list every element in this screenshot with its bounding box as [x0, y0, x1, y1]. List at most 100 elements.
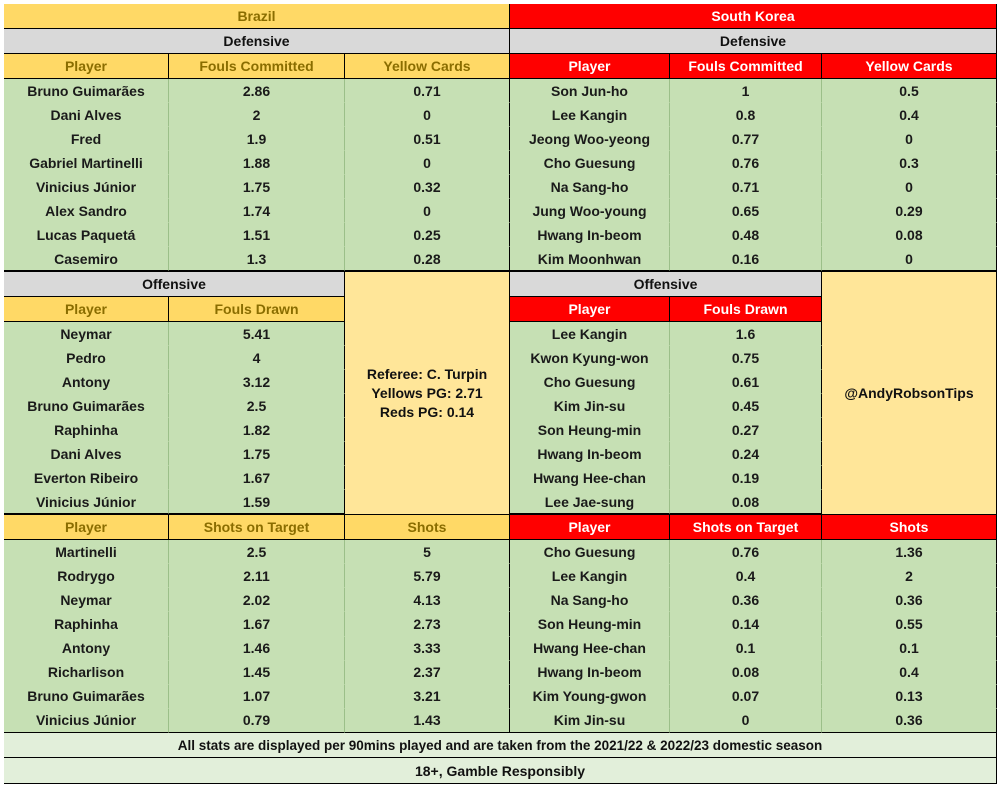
brazil-defensive-row-2-col-2: 0.51 [345, 127, 510, 151]
brazil-shots-row-4-col-0: Antony [4, 636, 169, 661]
brazil-defensive-row-1-col-2: 0 [345, 103, 510, 127]
korea-shots-row-2-col-0: Na Sang-ho [510, 588, 670, 613]
korea-shots-row-1-col-2: 2 [822, 564, 997, 589]
brazil-defensive-row-7-col-1: 1.3 [169, 247, 345, 271]
korea-shots-row-2-col-1: 0.36 [670, 588, 822, 613]
twitter-handle: @AndyRobsonTips [822, 272, 997, 515]
brazil-offensive-row-1-col-0: Pedro [4, 346, 169, 370]
brazil-shots-row-3-col-0: Raphinha [4, 612, 169, 637]
korea-offensive-row-4-col-0: Son Heung-min [510, 418, 670, 442]
korea-offensive-row-0-col-0: Lee Kangin [510, 322, 670, 346]
korea-defensive-row-4-col-1: 0.71 [670, 175, 822, 199]
brazil-shots-row-6-col-0: Bruno Guimarães [4, 684, 169, 709]
brazil-defensive-label: Defensive [4, 29, 510, 54]
korea-offensive-row-5-col-0: Hwang In-beom [510, 442, 670, 466]
korea-defensive-row-7-col-2: 0 [822, 247, 997, 271]
korea-defensive-row-3-col-2: 0.3 [822, 151, 997, 175]
korea-offensive-label: Offensive [510, 272, 822, 297]
brazil-defensive-header-1: Fouls Committed [169, 54, 345, 79]
korea-shots-row-4-col-1: 0.1 [670, 636, 822, 661]
korea-defensive-row-5-col-1: 0.65 [670, 199, 822, 223]
korea-defensive-header-0: Player [510, 54, 670, 79]
korea-shots-header-2: Shots [822, 515, 997, 540]
brazil-defensive-row-4-col-1: 1.75 [169, 175, 345, 199]
korea-defensive-row-3-col-1: 0.76 [670, 151, 822, 175]
korea-shots-row-6-col-1: 0.07 [670, 684, 822, 709]
korea-defensive-row-3-col-0: Cho Guesung [510, 151, 670, 175]
korea-offensive-row-1-col-0: Kwon Kyung-won [510, 346, 670, 370]
korea-shots-row-4-col-2: 0.1 [822, 636, 997, 661]
korea-defensive-row-7-col-1: 0.16 [670, 247, 822, 271]
korea-offensive-row-1-col-1: 0.75 [670, 346, 822, 370]
korea-defensive-row-5-col-2: 0.29 [822, 199, 997, 223]
brazil-defensive-header-0: Player [4, 54, 169, 79]
korea-offensive-row-2-col-0: Cho Guesung [510, 370, 670, 394]
brazil-defensive-row-5-col-2: 0 [345, 199, 510, 223]
korea-shots-row-3-col-2: 0.55 [822, 612, 997, 637]
korea-defensive-row-0-col-1: 1 [670, 79, 822, 103]
brazil-defensive-row-1-col-1: 2 [169, 103, 345, 127]
brazil-defensive-row-3-col-2: 0 [345, 151, 510, 175]
korea-shots-row-0-col-0: Cho Guesung [510, 540, 670, 565]
brazil-shots-row-1-col-0: Rodrygo [4, 564, 169, 589]
korea-offensive-row-7-col-1: 0.08 [670, 490, 822, 514]
korea-shots-row-5-col-2: 0.4 [822, 660, 997, 685]
brazil-defensive-row-3-col-0: Gabriel Martinelli [4, 151, 169, 175]
brazil-shots-row-1-col-1: 2.11 [169, 564, 345, 589]
korea-shots-row-4-col-0: Hwang Hee-chan [510, 636, 670, 661]
korea-defensive-row-2-col-1: 0.77 [670, 127, 822, 151]
brazil-shots-row-4-col-2: 3.33 [345, 636, 510, 661]
brazil-offensive-label: Offensive [4, 272, 345, 297]
footer-disclaimer: 18+, Gamble Responsibly [4, 758, 997, 784]
korea-shots-row-0-col-2: 1.36 [822, 540, 997, 565]
korea-offensive-row-4-col-1: 0.27 [670, 418, 822, 442]
brazil-offensive-row-5-col-0: Dani Alves [4, 442, 169, 466]
korea-shots-row-7-col-1: 0 [670, 708, 822, 733]
brazil-shots-row-5-col-2: 2.37 [345, 660, 510, 685]
korea-defensive-row-5-col-0: Jung Woo-young [510, 199, 670, 223]
brazil-defensive-row-0-col-2: 0.71 [345, 79, 510, 103]
brazil-offensive-row-6-col-1: 1.67 [169, 466, 345, 490]
brazil-shots-header-0: Player [4, 515, 169, 540]
korea-defensive-row-4-col-0: Na Sang-ho [510, 175, 670, 199]
brazil-offensive-row-3-col-0: Bruno Guimarães [4, 394, 169, 418]
brazil-shots-row-3-col-2: 2.73 [345, 612, 510, 637]
korea-title: South Korea [510, 4, 997, 29]
korea-shots-row-3-col-1: 0.14 [670, 612, 822, 637]
korea-shots-row-7-col-0: Kim Jin-su [510, 708, 670, 733]
brazil-shots-row-7-col-1: 0.79 [169, 708, 345, 733]
brazil-offensive-row-3-col-1: 2.5 [169, 394, 345, 418]
korea-shots-row-0-col-1: 0.76 [670, 540, 822, 565]
brazil-shots-row-7-col-0: Vinicius Júnior [4, 708, 169, 733]
brazil-defensive-row-5-col-1: 1.74 [169, 199, 345, 223]
brazil-defensive-header-2: Yellow Cards [345, 54, 510, 79]
brazil-defensive-row-0-col-0: Bruno Guimarães [4, 79, 169, 103]
korea-shots-row-6-col-2: 0.13 [822, 684, 997, 709]
korea-defensive-row-0-col-0: Son Jun-ho [510, 79, 670, 103]
brazil-offensive-row-2-col-0: Antony [4, 370, 169, 394]
korea-defensive-label: Defensive [510, 29, 997, 54]
korea-defensive-row-6-col-2: 0.08 [822, 223, 997, 247]
korea-offensive-row-6-col-1: 0.19 [670, 466, 822, 490]
korea-shots-row-1-col-1: 0.4 [670, 564, 822, 589]
korea-defensive-header-1: Fouls Committed [670, 54, 822, 79]
brazil-offensive-row-1-col-1: 4 [169, 346, 345, 370]
korea-offensive-row-2-col-1: 0.61 [670, 370, 822, 394]
stats-sheet: Brazil South Korea Defensive Defensive P… [4, 4, 997, 784]
brazil-defensive-row-7-col-0: Casemiro [4, 247, 169, 271]
brazil-offensive-row-0-col-0: Neymar [4, 322, 169, 346]
brazil-shots-row-0-col-0: Martinelli [4, 540, 169, 565]
korea-shots-row-5-col-0: Hwang In-beom [510, 660, 670, 685]
korea-defensive-row-7-col-0: Kim Moonhwan [510, 247, 670, 271]
brazil-shots-row-2-col-0: Neymar [4, 588, 169, 613]
brazil-shots-row-7-col-2: 1.43 [345, 708, 510, 733]
brazil-shots-row-6-col-2: 3.21 [345, 684, 510, 709]
korea-offensive-row-6-col-0: Hwang Hee-chan [510, 466, 670, 490]
korea-defensive-row-2-col-2: 0 [822, 127, 997, 151]
brazil-shots-row-1-col-2: 5.79 [345, 564, 510, 589]
brazil-defensive-row-4-col-0: Vinicius Júnior [4, 175, 169, 199]
referee-reds: Reds PG: 0.14 [379, 403, 475, 420]
brazil-shots-header-1: Shots on Target [169, 515, 345, 540]
brazil-offensive-header-1: Fouls Drawn [169, 297, 345, 322]
brazil-shots-header-2: Shots [345, 515, 510, 540]
